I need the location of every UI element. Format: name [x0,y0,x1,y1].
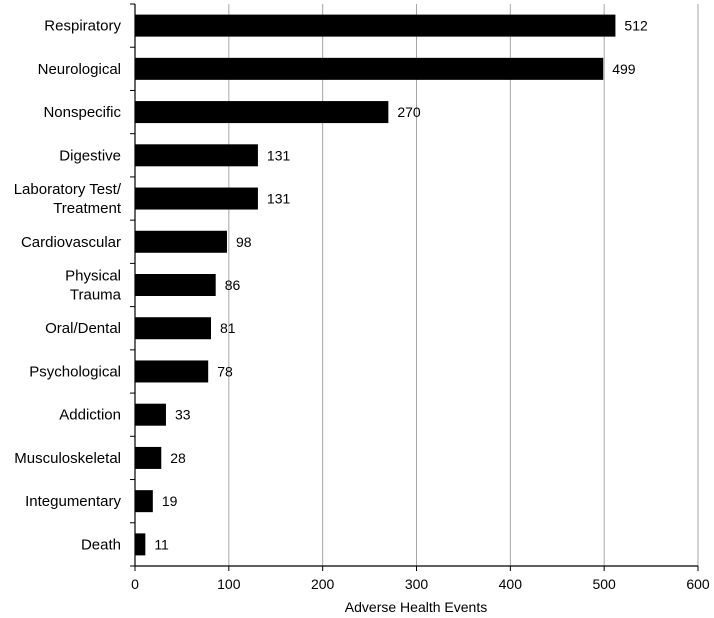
x-axis-title: Adverse Health Events [345,599,487,615]
category-label: Nonspecific [43,104,121,121]
x-tick-label: 600 [686,576,710,592]
bar [135,446,162,469]
bar [135,101,389,124]
category-label: Psychological [29,363,121,380]
gridlines [228,4,699,566]
category-label: Musculoskeletal [14,450,121,467]
x-tick-label: 200 [311,576,335,592]
category-label: Respiratory [44,18,121,35]
category-label: Trauma [70,287,122,304]
bar [135,533,146,556]
data-label: 33 [175,407,191,423]
category-label: Laboratory Test/ [14,181,122,198]
data-label: 98 [236,234,252,250]
category-label: Digestive [59,147,121,164]
category-label: Addiction [59,407,121,424]
data-label: 86 [225,277,241,293]
axes [130,3,699,571]
x-tick-label: 300 [405,576,429,592]
bar [135,360,209,383]
category-label: Death [81,536,121,553]
bar [135,230,227,253]
bar [135,274,216,296]
category-label: Treatment [53,200,122,217]
data-label: 19 [162,493,178,509]
category-label: Neurological [38,61,121,78]
labels: 0 100 200 300 400 500 600 Respiratory 512 Neurolo… [14,18,710,592]
bar [135,14,616,37]
bar [135,403,166,426]
data-label: 11 [154,536,169,552]
data-label: 131 [267,147,291,163]
data-label: 28 [170,450,186,466]
bar [135,57,604,80]
data-label: 131 [267,191,291,207]
data-label: 512 [624,18,648,34]
data-label: 78 [217,363,233,379]
bar [135,187,258,210]
data-label: 270 [397,104,421,120]
data-label: 499 [612,61,636,77]
x-tick-label: 0 [131,576,139,592]
category-label: Cardiovascular [21,234,121,251]
category-label: Physical [65,268,121,285]
x-tick-label: 100 [217,576,241,592]
bars [135,14,616,556]
x-tick-label: 500 [592,576,616,592]
bar [135,144,258,167]
category-label: Oral/Dental [45,320,121,337]
x-tick-label: 400 [499,576,523,592]
bar [135,490,153,513]
data-label: 81 [220,320,236,336]
bar [135,317,212,340]
category-label: Integumentary [25,493,121,510]
